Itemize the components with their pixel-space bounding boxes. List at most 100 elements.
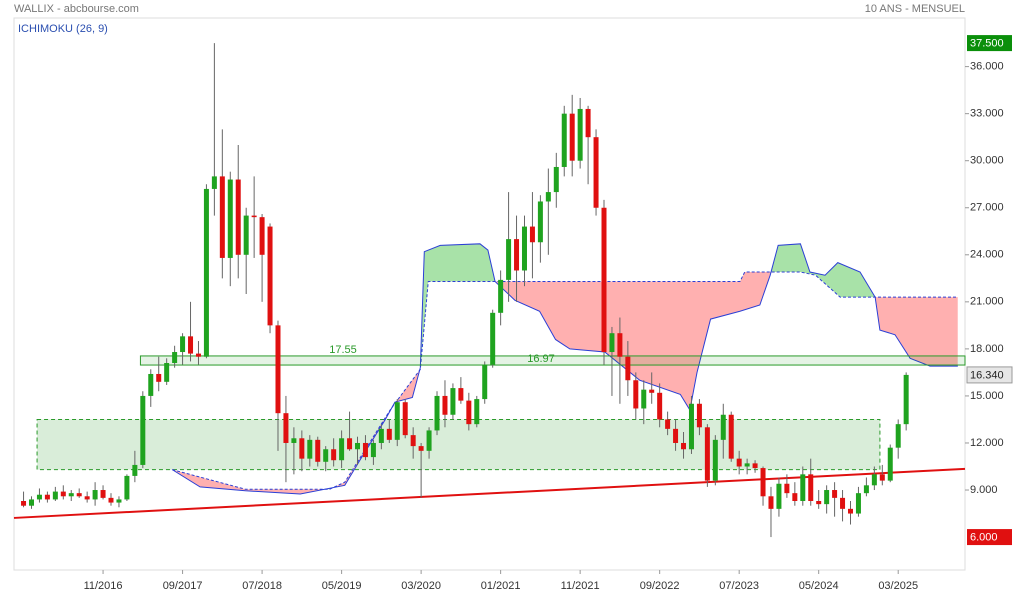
x-tick-label: 11/2021 <box>561 580 600 592</box>
plot-frame <box>13 17 966 571</box>
candle-body <box>52 491 58 500</box>
candle-body <box>442 395 448 415</box>
y-tick-label: 12.000 <box>970 437 1004 449</box>
candle-body <box>219 176 225 258</box>
candle-body <box>665 419 671 429</box>
candle-body <box>100 490 106 498</box>
candle-body <box>792 493 798 501</box>
candle-body <box>490 312 496 365</box>
y-tick-label: 18.000 <box>970 343 1004 355</box>
candle-body <box>211 176 217 189</box>
candle-body <box>808 474 814 501</box>
candle-body <box>28 499 34 506</box>
candle-body <box>521 226 527 271</box>
candle-body <box>283 413 289 443</box>
candle-body <box>561 113 567 167</box>
candle-body <box>323 449 329 462</box>
candle-body <box>696 403 702 428</box>
candle-body <box>824 490 830 505</box>
candle-body <box>251 215 257 218</box>
y-tick-label: 15.000 <box>970 390 1004 402</box>
candle-body <box>657 392 663 420</box>
candle-body <box>832 490 838 498</box>
candle-body <box>649 389 655 393</box>
candle-body <box>148 373 154 396</box>
x-tick-label: 09/2022 <box>640 580 680 592</box>
candle-body <box>84 496 90 500</box>
candle-body <box>633 380 639 409</box>
x-tick-label: 11/2016 <box>84 580 123 592</box>
candle-body <box>386 428 392 440</box>
candle-body <box>36 494 42 500</box>
candle-body <box>474 399 480 425</box>
candle-body <box>418 446 424 451</box>
candle-body <box>840 497 846 509</box>
candle-body <box>188 336 194 354</box>
candle-body <box>195 353 201 357</box>
x-tick-label: 07/2018 <box>242 580 282 592</box>
candle-body <box>879 474 885 481</box>
candle-body <box>116 499 122 503</box>
candle-body <box>315 439 321 462</box>
candle-body <box>76 493 82 497</box>
candle-body <box>275 325 281 414</box>
candle-body <box>307 439 313 459</box>
x-tick-label: 05/2024 <box>799 580 839 592</box>
candle-body <box>800 474 806 501</box>
trendline <box>13 467 966 519</box>
candle-body <box>625 356 631 381</box>
x-tick-label: 07/2023 <box>719 580 759 592</box>
price-marker <box>966 366 1013 384</box>
indicator-label: ICHIMOKU (26, 9) <box>18 23 108 35</box>
candle-body <box>426 430 432 451</box>
y-tick-label: 24.000 <box>970 249 1004 261</box>
y-tick-label: 27.000 <box>970 202 1004 214</box>
candle-body <box>529 226 535 243</box>
y-tick-label: 9.000 <box>970 484 998 496</box>
candle-body <box>609 333 615 353</box>
band-label: 17.55 <box>329 344 357 356</box>
x-tick-label: 03/2020 <box>401 580 441 592</box>
candle-body <box>712 439 718 481</box>
candle-body <box>482 364 488 400</box>
candle-body <box>235 179 241 255</box>
candle-body <box>450 388 456 415</box>
candle-body <box>871 474 877 486</box>
candle-body <box>736 458 742 467</box>
candle-body <box>506 239 512 280</box>
y-tick-label: 33.000 <box>970 108 1004 120</box>
x-tick-label: 01/2021 <box>481 580 521 592</box>
candle-body <box>402 402 408 436</box>
price-marker <box>967 35 1012 52</box>
price-marker-label: 16.340 <box>970 369 1004 381</box>
source-title: WALLIX - abcbourse.com <box>14 3 139 15</box>
price-marker-label: 37.500 <box>970 37 1004 49</box>
candle-body <box>545 192 551 202</box>
price-marker <box>967 529 1012 546</box>
candle-body <box>760 468 766 497</box>
resistance-band <box>139 355 966 366</box>
candle-body <box>355 442 361 450</box>
candle-body <box>720 414 726 440</box>
candle-body <box>855 493 861 514</box>
candle-body <box>577 108 583 161</box>
candle-body <box>394 402 400 440</box>
candle-body <box>180 336 186 353</box>
candle-body <box>768 496 774 509</box>
candle-body <box>784 483 790 494</box>
band-label: 16.97 <box>527 353 555 365</box>
candle-body <box>681 442 687 450</box>
candle-body <box>704 427 710 481</box>
candle-body <box>243 215 249 255</box>
x-tick-label: 09/2017 <box>163 580 203 592</box>
candle-body <box>593 137 599 208</box>
x-tick-label: 03/2025 <box>878 580 918 592</box>
candle-body <box>44 494 50 500</box>
candle-body <box>378 428 384 443</box>
candle-body <box>903 374 909 425</box>
candle-body <box>895 424 901 448</box>
y-tick-label: 30.000 <box>970 155 1004 167</box>
candle-body <box>863 485 869 494</box>
